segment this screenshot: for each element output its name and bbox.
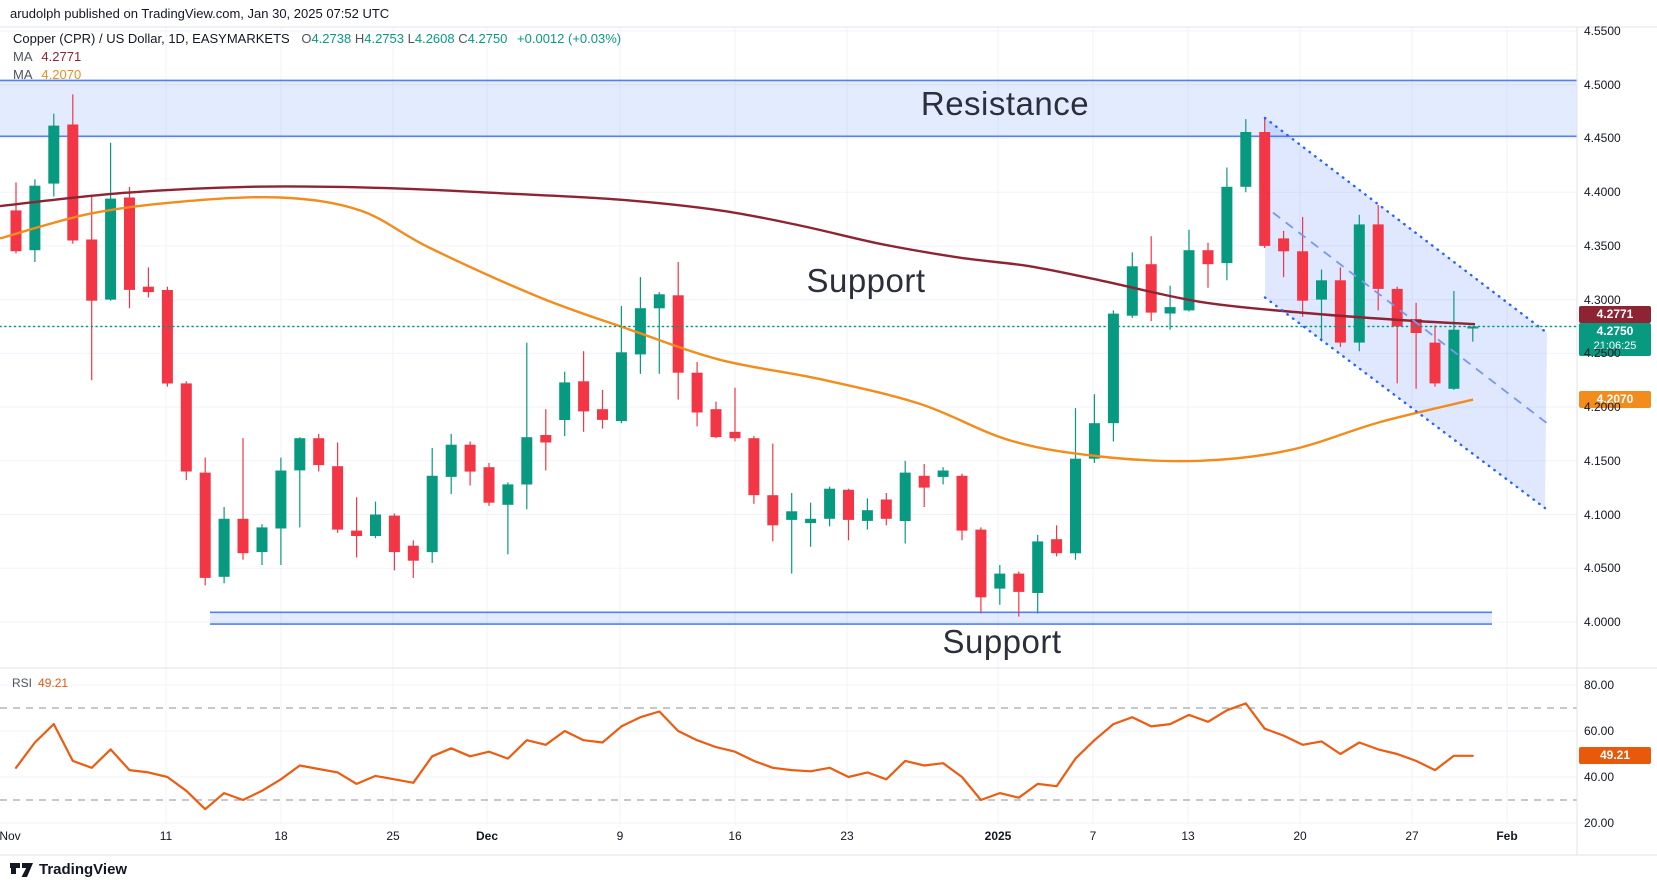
rsi-label: RSI (12, 676, 33, 690)
low-label: L (407, 31, 415, 46)
chart-legend: Copper (CPR) / US Dollar, 1D, EASYMARKET… (13, 31, 621, 85)
high-value: 4.2753 (364, 31, 404, 46)
ma-slow-legend[interactable]: MA 4.2771 (13, 49, 621, 65)
support-bottom-annotation[interactable]: Support (942, 623, 1062, 660)
ma-fast-legend[interactable]: MA 4.2070 (13, 67, 621, 83)
low-value: 4.2608 (414, 31, 455, 46)
ma-fast-value: 4.2070 (41, 67, 82, 82)
symbol-title: Copper (CPR) / US Dollar, 1D, EASYMARKET… (13, 31, 290, 46)
open-value: 4.2738 (311, 31, 352, 46)
open-label: O (301, 31, 312, 46)
ma-slow-label: MA (13, 49, 32, 64)
change-value: +0.0012 (+0.03%) (517, 31, 622, 46)
ma-fast-label: MA (13, 67, 32, 82)
time-axis[interactable] (0, 824, 1577, 855)
tradingview-logo[interactable]: TradingView (10, 861, 127, 878)
attribution-text: arudolph published on TradingView.com, J… (10, 6, 390, 21)
close-label: C (458, 31, 468, 46)
rsi-value: 49.21 (38, 676, 69, 690)
support-mid-annotation[interactable]: Support (806, 262, 926, 299)
close-value: 4.2750 (467, 31, 508, 46)
tradingview-logo-icon (10, 863, 33, 877)
rsi-indicator-legend[interactable]: RSI 49.21 (12, 676, 68, 690)
ma-slow-value: 4.2771 (41, 49, 82, 64)
tradingview-logo-text: TradingView (39, 861, 128, 878)
resistance-annotation[interactable]: Resistance (920, 85, 1090, 122)
high-label: H (354, 31, 365, 46)
symbol-title-row[interactable]: Copper (CPR) / US Dollar, 1D, EASYMARKET… (13, 31, 621, 47)
price-axis[interactable] (1577, 27, 1657, 827)
